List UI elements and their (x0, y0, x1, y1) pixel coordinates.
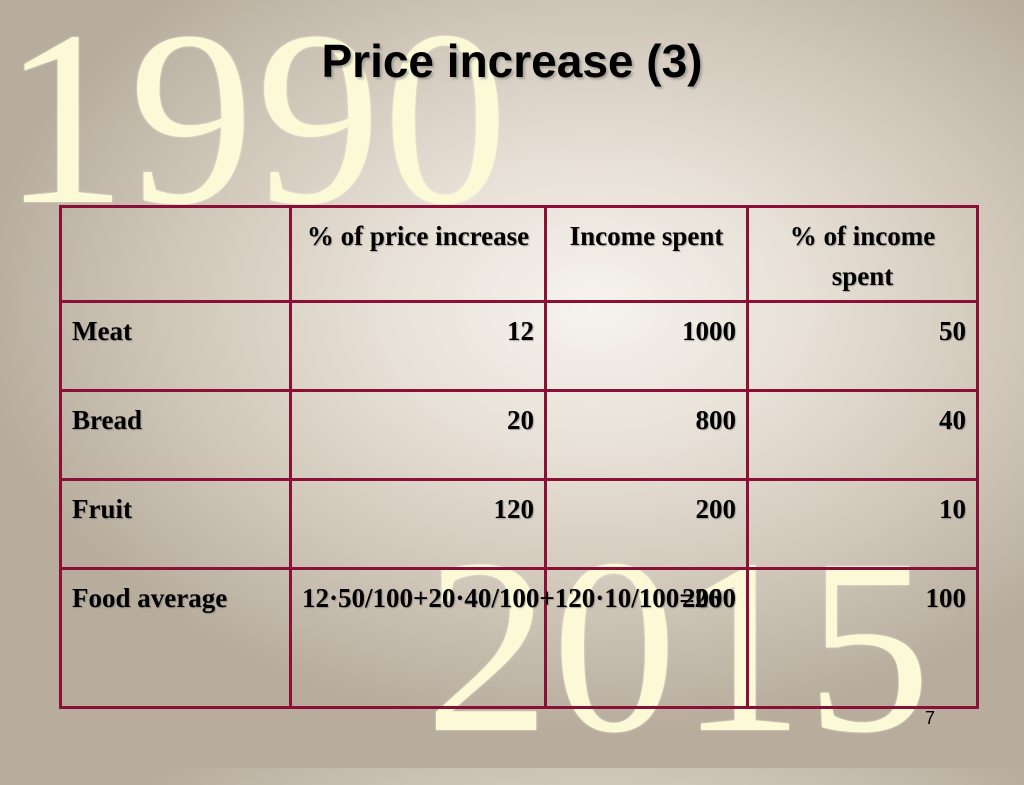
watermark-year-start: 1990 (2, 0, 510, 257)
table-row: Meat 12 1000 50 (59, 300, 979, 392)
header-price-increase: % of price increase (289, 205, 547, 303)
cell-percent-income: 10 (746, 478, 979, 570)
header-cell-empty (59, 205, 292, 303)
header-income-spent: Income spent (544, 205, 749, 303)
cell-percent-income: 40 (746, 389, 979, 481)
table-row: Fruit 120 200 10 (59, 478, 979, 570)
row-label: Bread (59, 389, 292, 481)
cell-average-formula: 12·50/100+20·40/100+120·10/100=26 (289, 567, 722, 709)
cell-income-spent: 200 (544, 478, 749, 570)
table-row: Food average 12·50/100+20·40/100+120·10/… (59, 567, 979, 709)
row-label: Food average (59, 567, 292, 709)
cell-price-increase: 120 (289, 478, 547, 570)
table-row: Bread 20 800 40 (59, 389, 979, 481)
cell-percent-income: 100 (746, 567, 979, 709)
page-number: 7 (925, 708, 936, 728)
cell-price-increase: 12 (289, 300, 547, 392)
cell-income-spent: 2000 (544, 567, 749, 709)
cell-price-increase: 20 (289, 389, 547, 481)
table-header-row: % of price increase Income spent % of in… (59, 205, 979, 303)
cell-percent-income: 50 (746, 300, 979, 392)
cell-income-spent: 800 (544, 389, 749, 481)
row-label: Fruit (59, 478, 292, 570)
price-table: % of price increase Income spent % of in… (59, 205, 979, 709)
header-percent-income: % of income spent (746, 205, 979, 303)
cell-income-spent: 1000 (544, 300, 749, 392)
slide-title: Price increase (3) (321, 35, 703, 87)
row-label: Meat (59, 300, 292, 392)
